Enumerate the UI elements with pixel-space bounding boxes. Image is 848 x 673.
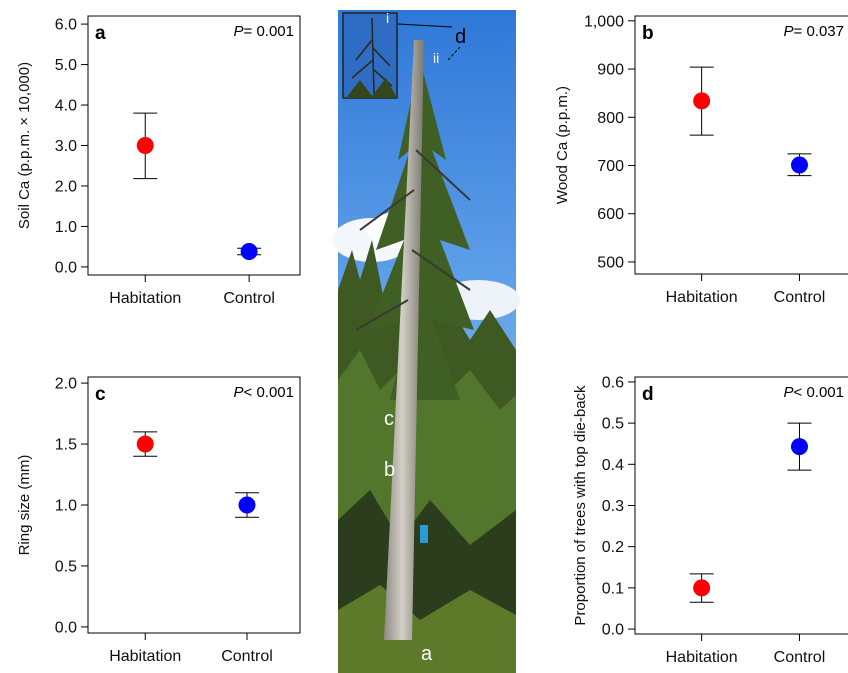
y-tick-label: 0.2 (602, 539, 624, 556)
data-point-habitation (693, 579, 711, 597)
y-tick-label: 900 (597, 62, 624, 79)
photo-label-b: b (384, 459, 395, 481)
panel-a-soil-calcium-chart: 0.0 1.0 2.0 3.0 4.0 5.0 6.0 Habitation Control So… (16, 15, 301, 307)
x-category-label: Control (774, 289, 826, 306)
p-value-label: P< 0.001 (784, 384, 844, 401)
photo-ground (338, 585, 516, 673)
photo-label-ii: ii (433, 50, 439, 66)
x-category-label: Control (223, 290, 275, 307)
photo-label-a: a (421, 643, 433, 665)
y-tick-label: 0.4 (602, 457, 624, 474)
photo-pointer-i (397, 23, 453, 28)
y-tick-label: 0.5 (602, 416, 624, 433)
x-category-label: Habitation (666, 649, 738, 666)
x-category-label: Habitation (666, 289, 738, 306)
photo-label-i: i (386, 10, 389, 26)
y-tick-label: 1.0 (55, 498, 77, 515)
photo-inset-foliage (346, 78, 397, 98)
y-tick-label: 3.0 (55, 138, 77, 155)
photo-inset-dead-top (351, 17, 393, 95)
y-tick-label: 5.0 (55, 57, 77, 74)
photo-label-d: d (455, 26, 466, 48)
y-axis-label: Wood Ca (p.p.m.) (554, 86, 571, 204)
x-category-label: Habitation (109, 290, 181, 307)
data-point-control (240, 243, 258, 261)
y-tick-label: 1.0 (55, 219, 77, 236)
plot-frame (634, 15, 848, 275)
y-tick-label: 0.0 (55, 259, 77, 276)
y-tick-label: 800 (597, 110, 624, 127)
y-tick-label: 500 (597, 254, 624, 271)
y-tick-label: 600 (597, 206, 624, 223)
y-tick-label: 2.0 (55, 376, 77, 393)
panel-label: a (95, 23, 106, 44)
tree-photograph: i d ii c b a (332, 10, 520, 673)
x-category-label: Habitation (109, 648, 181, 665)
panel-d-top-dieback-chart: 0.0 0.1 0.2 0.3 0.4 0.5 0.6 Habitation Control Pr… (572, 374, 848, 666)
y-axis-label: Soil Ca (p.p.m. × 10,000) (16, 62, 33, 229)
y-axis-label: Ring size (mm) (16, 455, 33, 556)
data-point-control (238, 496, 256, 514)
photo-tree-branches (355, 149, 471, 331)
y-tick-label: 1.5 (55, 437, 77, 454)
data-point-habitation (693, 92, 711, 110)
photo-tree-crown (368, 60, 474, 400)
y-tick-label: 0.0 (55, 619, 77, 636)
data-point-habitation (136, 137, 154, 154)
y-tick-label: 0.5 (55, 558, 77, 575)
photo-pointer-ii (447, 46, 461, 61)
y-tick-label: 1,000 (584, 13, 624, 30)
photo-label-c: c (384, 408, 394, 430)
y-tick-label: 4.0 (55, 98, 77, 115)
panel-label: c (95, 384, 106, 405)
p-value-label: P= 0.037 (784, 23, 844, 40)
p-value-label: P< 0.001 (234, 384, 294, 401)
y-axis-label: Proportion of trees with top die-back (572, 385, 589, 626)
y-tick-label: 2.0 (55, 178, 77, 195)
p-value-label: P= 0.001 (234, 23, 294, 40)
y-tick-label: 0.0 (602, 622, 624, 639)
plot-frame (87, 15, 301, 276)
x-category-label: Control (221, 648, 273, 665)
data-point-control (790, 438, 808, 456)
panel-b-wood-calcium-chart: 500 600 700 800 900 1,000 Habitation Control Woo… (554, 13, 848, 306)
panel-c-ring-size-chart: 0.0 0.5 1.0 1.5 2.0 Habitation Control Ring siz… (16, 376, 301, 665)
x-category-label: Control (774, 649, 826, 666)
panel-label: d (642, 384, 654, 405)
y-tick-label: 6.0 (55, 17, 77, 34)
y-tick-label: 0.6 (602, 374, 624, 391)
y-tick-label: 700 (597, 158, 624, 175)
y-tick-label: 0.3 (602, 498, 624, 515)
data-point-control (790, 156, 808, 174)
plot-frame (634, 376, 848, 635)
plot-frame (87, 376, 301, 634)
data-point-habitation (136, 435, 154, 453)
photo-sample-tag (420, 525, 428, 543)
y-tick-label: 0.1 (602, 580, 624, 597)
panel-label: b (642, 23, 654, 44)
